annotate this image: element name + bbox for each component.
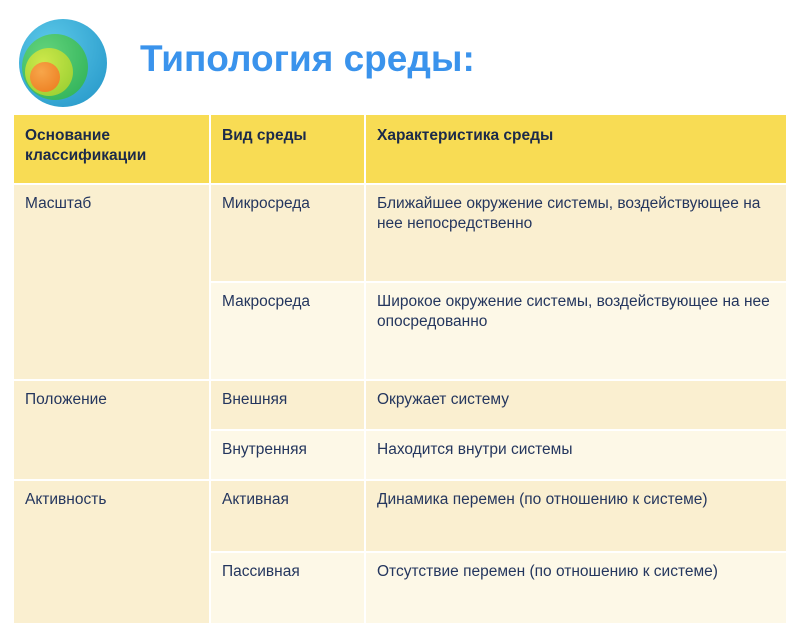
table-row: Положение Внешняя Окружает систему (14, 380, 786, 481)
table-row: Макросреда Широкое окружение системы, во… (14, 282, 786, 381)
cell-basis: Активность (14, 480, 211, 625)
cell-kind: Активная (210, 480, 366, 553)
cell-description: Динамика перемен (по отношению к системе… (365, 480, 786, 553)
cell-basis: Масштаб (14, 184, 211, 381)
typology-table: Основание классификации Вид среды Характ… (14, 115, 786, 625)
cell-description: Широкое окружение системы, воздействующе… (365, 282, 786, 381)
cell-description: Ближайшее окружение системы, воздействую… (365, 184, 786, 283)
cell-kind: Внешняя (210, 380, 366, 431)
nested-circles-logo (17, 17, 109, 109)
table-row: Внутренняя Находится внутри системы (14, 430, 786, 481)
cell-description: Находится внутри системы (365, 430, 786, 481)
slide-header: Типология среды: (0, 0, 800, 112)
table-row: Активность Активная Динамика перемен (по… (14, 480, 786, 625)
cell-basis: Положение (14, 380, 211, 481)
column-header-kind: Вид среды (210, 115, 366, 185)
table-row: Масштаб Микросреда Ближайшее окружение с… (14, 184, 786, 381)
cell-description: Отсутствие перемен (по отношению к систе… (365, 552, 786, 625)
cell-kind: Внутренняя (210, 430, 366, 481)
cell-kind: Макросреда (210, 282, 366, 381)
cell-kind: Микросреда (210, 184, 366, 283)
cell-description: Окружает систему (365, 380, 786, 431)
cell-kind: Пассивная (210, 552, 366, 625)
column-header-basis: Основание классификации (14, 115, 211, 185)
column-header-description: Характеристика среды (365, 115, 786, 185)
page-title: Типология среды: (140, 38, 475, 79)
table-header-row: Основание классификации Вид среды Характ… (14, 115, 786, 185)
